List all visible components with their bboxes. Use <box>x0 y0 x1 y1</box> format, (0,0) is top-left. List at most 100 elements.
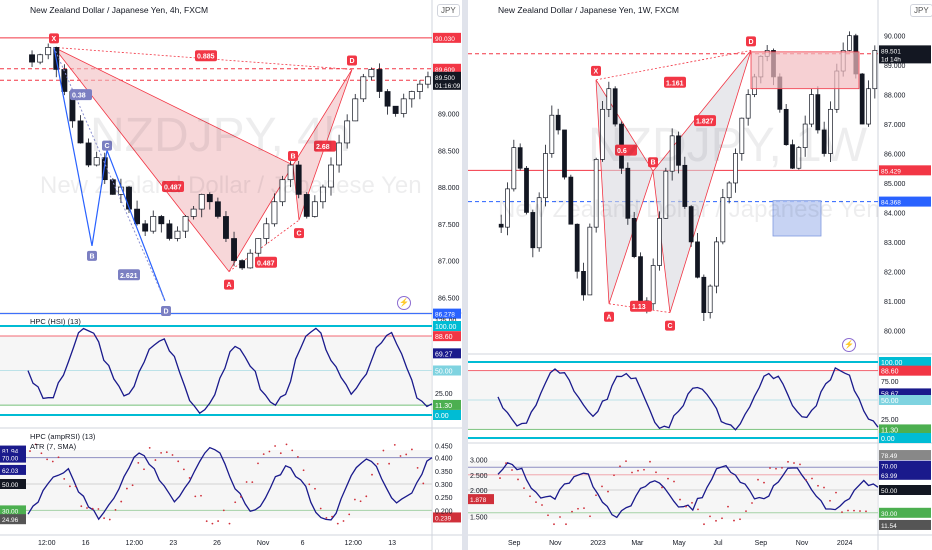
right-osc-line <box>497 366 879 431</box>
left-atr-label[interactable]: ATR (7, SMA) <box>30 442 77 451</box>
right-candle-body <box>650 265 656 305</box>
right-osc-scale-label: 50.00 <box>881 398 899 405</box>
right-amp-left-scale: 2.000 <box>470 488 488 495</box>
left-candle-body <box>400 98 407 114</box>
left-pattern-point-B <box>288 151 298 161</box>
left-candle-body <box>150 216 157 232</box>
right-atr-dot <box>865 510 867 513</box>
left-atr-dot <box>51 460 54 463</box>
left-osc-scale-label: 0.00 <box>435 413 449 420</box>
right-pattern-point-C <box>665 320 675 331</box>
left-candle-body <box>166 223 173 239</box>
left-atr-dot <box>148 446 151 449</box>
left-amp-right-scale: 0.250 <box>435 495 453 502</box>
right-watermark-name: New Zealand Dollar / Japanese Yen <box>498 196 880 223</box>
right-candle-body <box>821 129 827 154</box>
left-amprsi-label[interactable]: HPC (ampRSI) (13) <box>30 432 96 441</box>
right-atr-dot <box>583 507 585 509</box>
right-atr-dot <box>619 465 621 468</box>
right-candle-body <box>682 164 688 207</box>
left-price-label-bg <box>433 32 461 43</box>
right-osc-scale-bg <box>879 395 931 405</box>
left-amp-right-scale: 0.239 <box>435 515 452 522</box>
right-atr-dot <box>547 514 549 517</box>
left-atr-dot <box>74 485 77 488</box>
left-atr-dot <box>274 445 276 447</box>
right-last-price-timer: 1d 14h <box>881 56 901 63</box>
right-price-tick: 85.000 <box>884 181 906 188</box>
right-atr-dot <box>661 486 663 489</box>
right-candle-body <box>701 276 707 313</box>
left-atr-dot <box>297 456 299 458</box>
left-atr-dot <box>262 453 265 455</box>
left-atr-dot <box>194 495 197 498</box>
right-currency-badge[interactable]: JPY <box>910 4 932 17</box>
left-hsi-label[interactable]: HPC (HSI) (13) <box>30 317 81 326</box>
right-osc-scale-label: 100.00 <box>881 360 903 367</box>
right-osc-scale-label: 0.00 <box>881 436 895 443</box>
left-chart-canvas[interactable]: 89.000 88.500 88.000 87.500 87.000 86.500 90.0… <box>0 0 462 550</box>
left-ratio-label: 0.487 <box>257 260 275 267</box>
right-candle-body <box>625 167 631 219</box>
right-candle-body <box>606 88 612 110</box>
right-support-zone <box>772 200 822 237</box>
right-atr-dot <box>709 515 711 518</box>
left-candle-body <box>271 201 278 225</box>
right-atr-dot <box>667 477 669 480</box>
right-time-tick: 2024 <box>837 540 853 547</box>
left-atr-dot <box>348 513 351 516</box>
left-candle-body <box>45 47 52 56</box>
left-amp-right-scale: 0.200 <box>435 508 453 515</box>
right-atr-dot <box>703 523 705 526</box>
left-atr-dot <box>399 455 402 457</box>
panel-divider[interactable] <box>462 0 468 550</box>
left-candle-body <box>328 164 334 188</box>
right-amp-left-scale-bg <box>468 494 494 505</box>
left-candle-body <box>319 186 326 203</box>
right-price-label: 85.429 <box>881 168 901 175</box>
left-osc-scale-label: 50.00 <box>435 369 453 376</box>
left-atr-dot <box>336 522 339 525</box>
right-candle-body <box>859 73 865 125</box>
right-chart-canvas[interactable]: 90.000 89.000 88.000 87.000 86.000 85.000 84.0… <box>468 0 932 550</box>
left-lightning-icon[interactable]: ⚡ <box>397 296 411 310</box>
left-osc-scale-bg <box>433 321 461 331</box>
right-atr-dot <box>685 505 687 508</box>
left-atr-dot <box>217 520 220 522</box>
right-atr-dot <box>853 509 855 512</box>
right-price-tick: 90.000 <box>884 34 906 41</box>
right-osc-scale-bg <box>879 433 931 443</box>
left-candle-body <box>255 238 262 254</box>
left-time-tick: 12:00 <box>126 540 144 547</box>
right-atr-dot <box>799 463 801 466</box>
right-candle-body <box>498 223 504 228</box>
right-candle-body <box>638 256 643 302</box>
right-atr-dot <box>649 460 651 463</box>
right-atr-dot <box>643 468 645 471</box>
right-atr-dot <box>763 481 765 484</box>
left-osc-scale-label: 11.30 <box>435 403 452 410</box>
left-currency-badge[interactable]: JPY <box>437 4 460 17</box>
right-amp-left-scale: 1.878 <box>470 497 487 504</box>
right-amp-right-scale-bg <box>879 450 931 461</box>
right-atr-dot <box>637 469 639 472</box>
right-atr-dot <box>847 509 849 512</box>
left-atr-dot <box>331 515 333 518</box>
left-chart-panel[interactable]: 89.000 88.500 88.000 87.500 87.000 86.500 90.0… <box>0 0 462 550</box>
left-atr-dot <box>308 483 311 486</box>
right-pattern-xd <box>595 50 752 81</box>
right-candle-body <box>536 197 542 249</box>
left-time-tick: Nov <box>257 540 270 547</box>
left-pattern-point-label: A <box>227 282 232 289</box>
right-time-tick: Mar <box>631 540 644 547</box>
right-atr-dot <box>523 487 525 490</box>
left-time-tick: 6 <box>301 540 305 547</box>
left-pattern-point-X <box>49 33 59 44</box>
left-amp-left-scale: 62.03 <box>2 468 19 475</box>
left-candle-body <box>392 105 399 114</box>
right-ratio-label: 1.13 <box>632 304 646 311</box>
left-atr-dot <box>34 443 37 446</box>
right-lightning-icon[interactable]: ⚡ <box>842 338 856 352</box>
right-chart-panel[interactable]: 90.000 89.000 88.000 87.000 86.000 85.000 84.0… <box>468 0 932 550</box>
left-atr-dot <box>285 443 288 446</box>
